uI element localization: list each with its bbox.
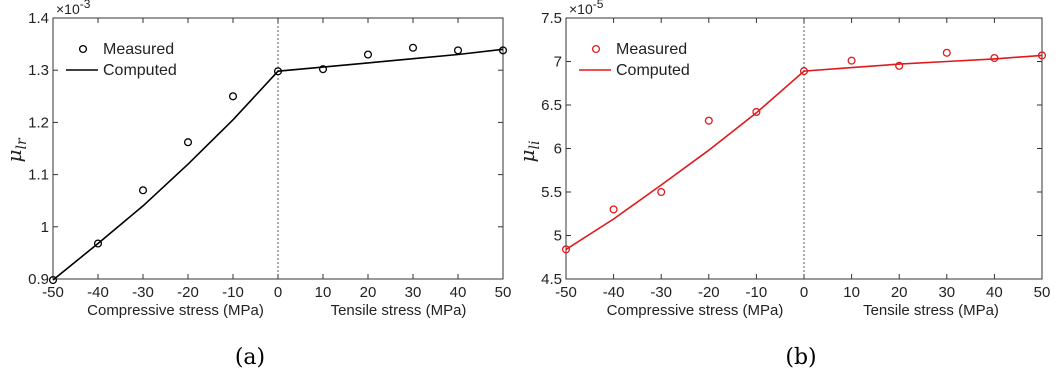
y-tick-label: 5 <box>554 228 562 245</box>
y-axis-label: μli <box>515 141 543 163</box>
legend-measured-marker <box>591 44 601 54</box>
x-tick-label: 30 <box>405 284 422 301</box>
legend-measured-label: Measured <box>103 41 174 58</box>
x-tick-label: -10 <box>746 284 768 301</box>
x-tick-label: 10 <box>843 284 860 301</box>
x-tick-label: -40 <box>603 284 625 301</box>
measured-point <box>363 50 373 59</box>
computed-series-line <box>52 48 504 281</box>
measured-point <box>93 239 103 248</box>
y-tick-label: 1.2 <box>28 114 49 131</box>
measured-point <box>704 116 713 125</box>
x-axis-label-tensile: Tensile stress (MPa) <box>331 302 467 319</box>
x-tick-label: 40 <box>986 284 1003 301</box>
y-tick-label: 0.9 <box>28 271 49 288</box>
measured-point <box>228 92 238 101</box>
measured-point <box>942 48 951 57</box>
legend-measured-marker <box>78 44 88 54</box>
measured-point <box>138 186 148 195</box>
y-tick-label: 5.5 <box>541 184 562 201</box>
subfigure-caption: (a) <box>235 345 265 370</box>
legend-measured-label: Measured <box>616 41 687 58</box>
x-tick-label: -50 <box>42 284 64 301</box>
axis-multiplier: ×10-3 <box>56 0 91 17</box>
measured-point <box>273 67 283 76</box>
x-tick-label: 10 <box>315 284 332 301</box>
x-tick-label: 30 <box>938 284 955 301</box>
x-axis-label-tensile: Tensile stress (MPa) <box>863 302 999 319</box>
measured-point <box>48 275 58 285</box>
y-tick-label: 1 <box>41 219 49 236</box>
measured-point <box>799 67 809 76</box>
y-tick-label: 6.5 <box>541 97 562 114</box>
x-tick-label: -30 <box>132 284 154 301</box>
legend-computed-label: Computed <box>103 62 177 79</box>
measured-point <box>183 138 193 147</box>
measured-point <box>752 107 761 117</box>
x-tick-label: 20 <box>360 284 377 301</box>
subfigure-caption: (b) <box>785 345 816 370</box>
x-tick-label: -30 <box>650 284 672 301</box>
y-tick-label: 1.4 <box>28 10 49 27</box>
y-tick-label: 1.1 <box>28 167 49 184</box>
legend-computed-label: Computed <box>616 62 690 79</box>
measured-point <box>408 43 418 52</box>
y-tick-label: 7 <box>554 54 562 71</box>
measured-point <box>895 61 904 70</box>
x-axis-label-compressive: Compressive stress (MPa) <box>87 302 264 319</box>
y-tick-label: 4.5 <box>541 271 562 288</box>
measured-point <box>657 187 666 197</box>
measured-point <box>990 53 999 63</box>
measured-point <box>453 46 463 55</box>
measured-point <box>609 205 618 214</box>
x-tick-label: 40 <box>450 284 467 301</box>
x-tick-label: -20 <box>698 284 720 301</box>
measured-point <box>847 56 856 65</box>
measured-point <box>1037 51 1047 60</box>
y-tick-label: 1.3 <box>28 62 49 79</box>
x-tick-label: 0 <box>274 284 282 301</box>
x-tick-label: 50 <box>495 284 512 301</box>
y-tick-label: 7.5 <box>541 10 562 27</box>
x-tick-label: -20 <box>177 284 199 301</box>
x-axis-label-compressive: Compressive stress (MPa) <box>607 302 784 319</box>
x-tick-label: -40 <box>87 284 109 301</box>
measured-point <box>561 245 571 254</box>
measured-point <box>498 46 508 55</box>
measured-point <box>318 65 328 74</box>
x-tick-label: 50 <box>1034 284 1051 301</box>
x-tick-label: 0 <box>800 284 808 301</box>
y-tick-label: 6 <box>554 141 562 158</box>
x-tick-label: -50 <box>555 284 577 301</box>
chart-b: 4.5 5 5.5 6 6.5 7 7.5 -50 -40 -30 -20 -10 0 10 20 30 40 5… <box>515 0 1050 370</box>
y-axis-label: μlr <box>2 137 30 162</box>
computed-series-line <box>565 54 1043 251</box>
chart-a: 0.9 1 1.1 1.2 1.3 1.4 -50 -40 -30 -20 -10 0 10 20 30 40… <box>2 0 511 370</box>
x-tick-label: -10 <box>222 284 244 301</box>
x-tick-label: 20 <box>891 284 908 301</box>
axis-multiplier: ×10-5 <box>569 0 604 17</box>
